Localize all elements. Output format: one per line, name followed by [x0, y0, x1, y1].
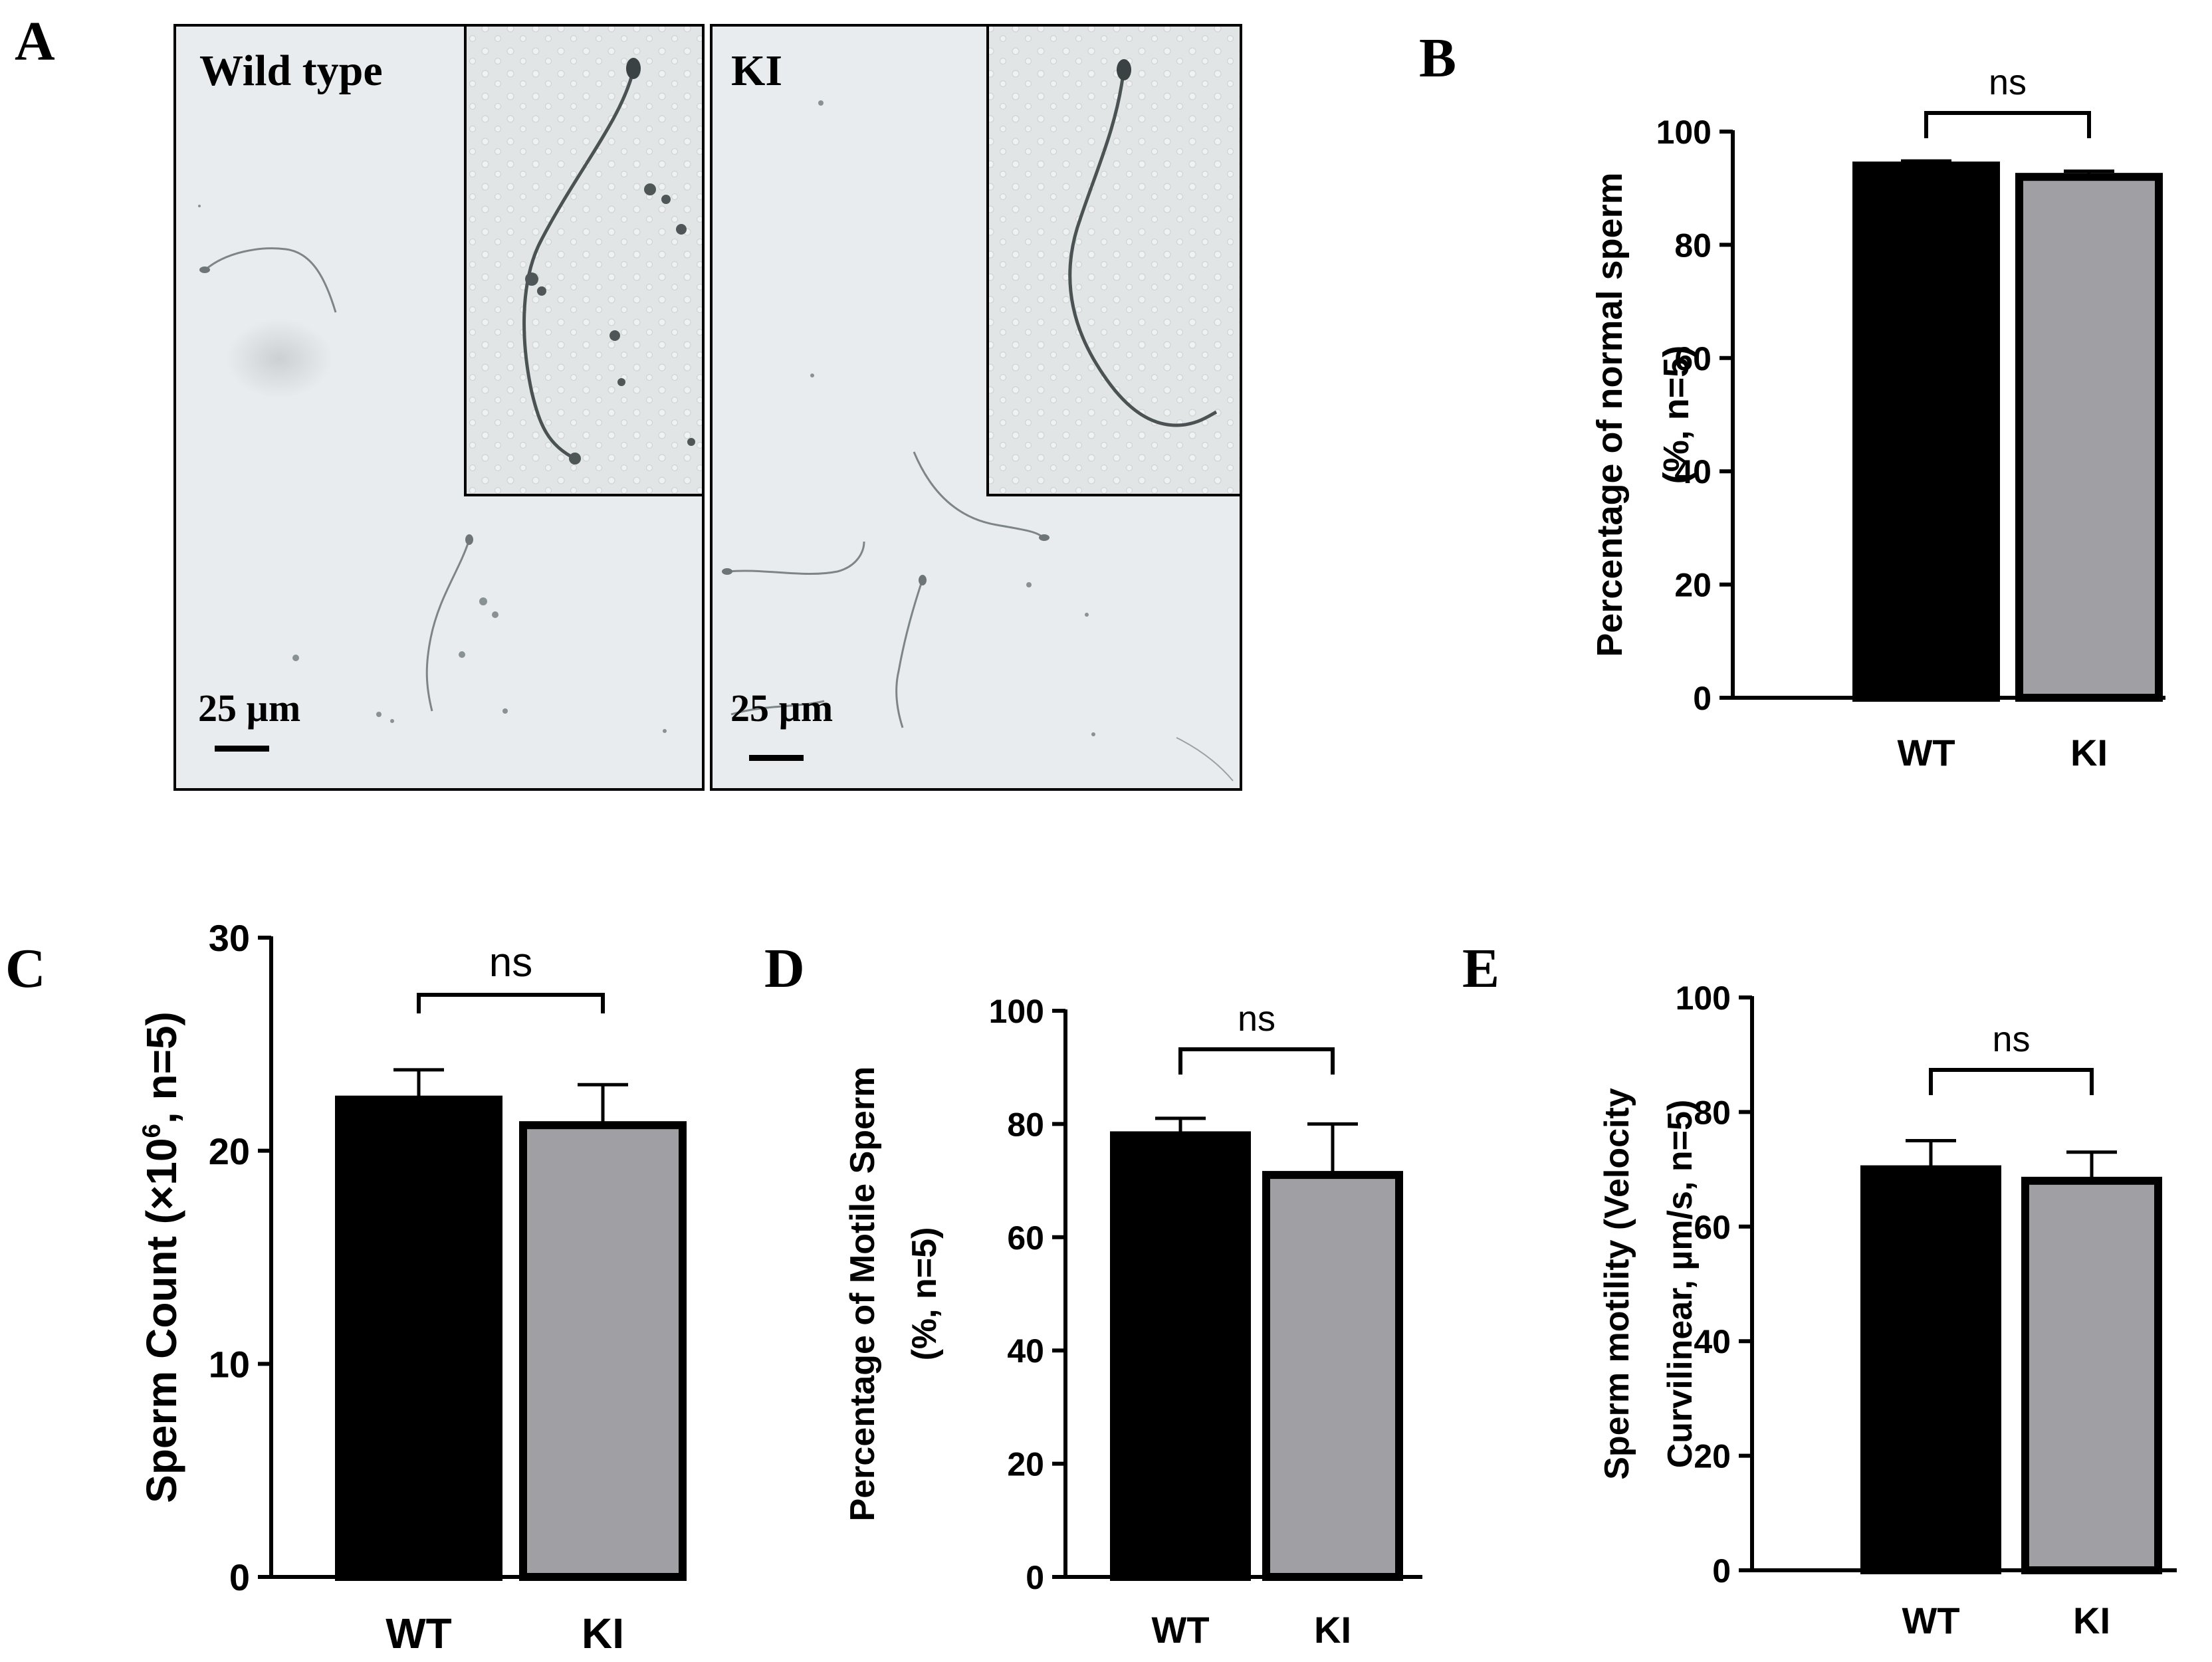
y-axis-label: Sperm motility (Velocity: [1598, 1088, 1636, 1480]
y-axis-label-line2: Curvilinear, µm/s, n=5): [1661, 1100, 1700, 1469]
inset-sperm-tail: [522, 69, 635, 461]
scale-bar-label: 25 µm: [198, 686, 300, 730]
y-tick-label: 20: [1007, 1446, 1044, 1483]
y-tick-label: 0: [229, 1556, 250, 1598]
significance-bracket: [1178, 1047, 1335, 1075]
y-tick-label: 10: [209, 1343, 250, 1385]
x-tick-label: KI: [1314, 1609, 1351, 1651]
bar-wt: [1860, 1165, 2001, 1574]
significance-bracket: [1924, 111, 2091, 138]
sperm-cell: [205, 247, 337, 313]
micrograph-label: KI: [731, 47, 782, 95]
scale-bar-label: 25 µm: [730, 686, 833, 730]
sperm-head: [1039, 534, 1050, 541]
significance-label: ns: [1989, 62, 2027, 102]
chart-panel-b: B 0 20 40 60 80 100 WT KI ns Percentage of normal …: [1419, 27, 2165, 774]
inset-debris: [525, 183, 695, 465]
sperm-head: [722, 568, 732, 575]
sperm-head: [199, 266, 210, 273]
micrograph-wild-type: Wild type 25 µm: [173, 24, 705, 791]
sperm-head: [465, 534, 473, 545]
y-tick-label: 40: [1007, 1332, 1044, 1370]
y-tick-label: 60: [1007, 1219, 1044, 1257]
y-tick-label: 40: [1694, 1323, 1731, 1360]
sperm-cell: [425, 541, 470, 712]
y-tick-label: 20: [1694, 1438, 1731, 1475]
inset-sperm-head: [626, 58, 641, 79]
x-tick-label: KI: [582, 1610, 624, 1657]
y-tick-label: 80: [1007, 1106, 1044, 1143]
y-tick-label: 80: [1674, 227, 1712, 264]
y-tick-label: 100: [1656, 114, 1712, 151]
scale-bar: [749, 755, 804, 761]
panel-letter-a: A: [15, 11, 55, 72]
x-tick-label: KI: [2073, 1600, 2110, 1641]
y-tick-label: 0: [1712, 1552, 1731, 1590]
chart-panel-d: D 0 20 40 60 80 100 WT KI ns Percentage of Motile …: [764, 938, 1422, 1651]
bar-wt: [335, 1095, 502, 1581]
y-tick-label: 60: [1674, 340, 1712, 377]
y-axis-label: Sperm Count (×106, n=5): [138, 1011, 185, 1503]
bar-wt: [1852, 161, 2000, 702]
y-tick-label: 20: [1674, 567, 1712, 604]
y-tick-label: 30: [209, 917, 250, 959]
bar-wt: [1110, 1131, 1251, 1581]
y-axis-label-superscript: 6: [138, 1124, 166, 1138]
debris-particles: [198, 205, 667, 733]
y-axis-label-part: Sperm Count (×10: [138, 1138, 185, 1503]
y-tick-label: 100: [989, 993, 1044, 1030]
bar-ki: [1262, 1171, 1403, 1581]
bar-ki: [2015, 173, 2163, 702]
x-tick-label: WT: [1897, 732, 1955, 774]
sperm-cell: [895, 581, 923, 728]
significance-bracket: [417, 993, 605, 1013]
panel-letter-c: C: [5, 938, 46, 999]
y-tick-label: 0: [1693, 680, 1712, 717]
y-tick-label: 80: [1694, 1094, 1731, 1131]
micrograph-label: Wild type: [199, 47, 383, 95]
inset-sperm-tail: [1068, 72, 1218, 427]
sperm-cell: [913, 451, 1044, 538]
scale-bar: [215, 746, 269, 752]
y-tick-label: 60: [1694, 1209, 1731, 1246]
panel-letter-b: B: [1419, 27, 1456, 89]
x-tick-label: WT: [386, 1610, 452, 1657]
x-tick-label: WT: [1902, 1600, 1959, 1641]
significance-label: ns: [1238, 999, 1275, 1039]
panel-letter-e: E: [1462, 938, 1499, 999]
significance-label: ns: [1992, 1019, 2030, 1059]
debris-cloud: [226, 319, 332, 399]
y-axis-label-line2: (%, n=5): [905, 1227, 944, 1361]
micrograph-ki: KI 25 µm: [710, 24, 1242, 791]
y-axis-label-line2: (%, n=5): [1656, 346, 1696, 484]
sperm-head: [919, 575, 927, 585]
y-axis-label: Percentage of normal sperm: [1590, 172, 1630, 657]
y-tick-label: 0: [1026, 1559, 1044, 1596]
chart-panel-e: E 0 20 40 60 80 100 WT KI ns Sperm motility (Veloc…: [1462, 938, 2177, 1641]
panel-a: A Wild type 25 µm: [15, 11, 1242, 791]
bar-ki: [519, 1121, 687, 1581]
panel-letter-d: D: [764, 938, 805, 999]
background-fiber: [1176, 737, 1234, 781]
bar-ki: [2021, 1176, 2162, 1574]
significance-label: ns: [489, 940, 532, 986]
inset-sperm-head: [1117, 59, 1131, 80]
sperm-cell: [727, 541, 865, 575]
y-tick-label: 20: [209, 1130, 250, 1172]
y-axis-label-part: , n=5): [138, 1011, 185, 1124]
chart-panel-c: C 0 10 20 30 WT KI ns Sperm Count (×106, n=5): [5, 917, 687, 1657]
y-tick-label: 40: [1674, 453, 1712, 490]
sperm-cell: [730, 700, 825, 716]
debris-particles: [810, 100, 1095, 736]
y-tick-label: 100: [1676, 980, 1731, 1017]
x-tick-label: WT: [1151, 1609, 1209, 1651]
significance-bracket: [1929, 1068, 2094, 1095]
y-axis-label: Percentage of Motile Sperm: [843, 1067, 882, 1522]
x-tick-label: KI: [2070, 732, 2108, 774]
